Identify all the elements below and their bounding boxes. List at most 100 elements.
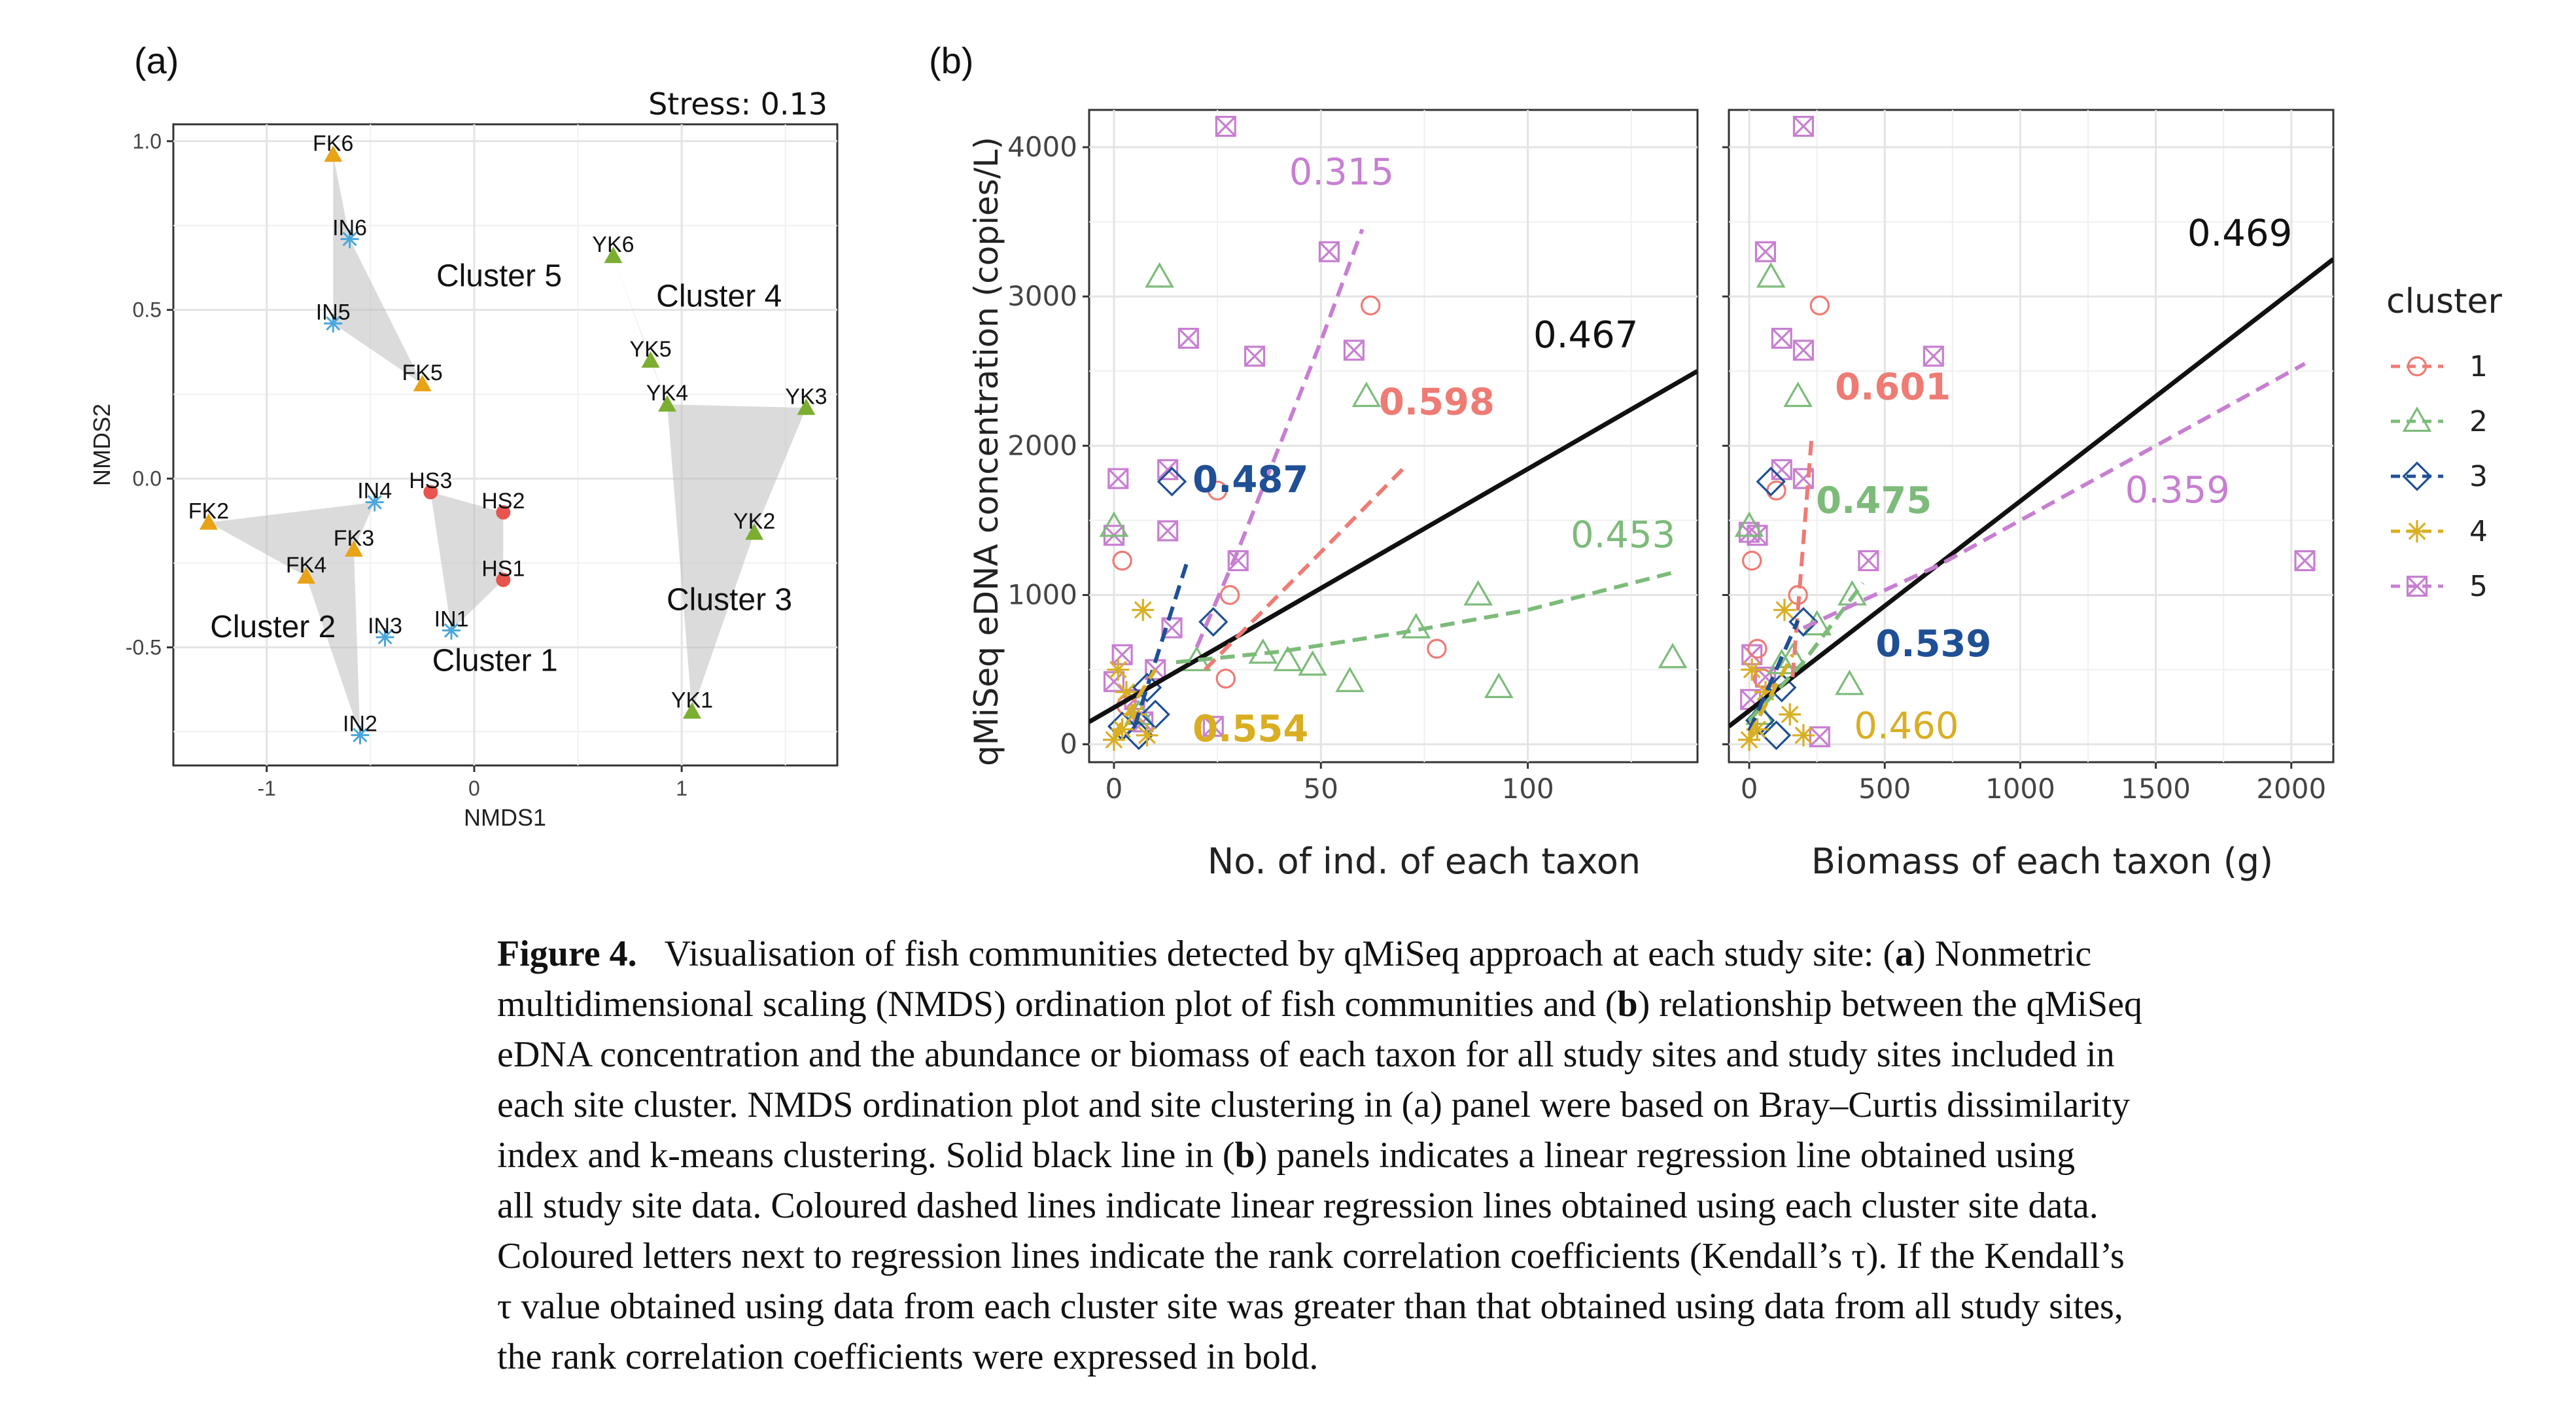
point-boxx bbox=[1227, 550, 1249, 572]
point-diamond bbox=[2402, 461, 2432, 491]
box-stroke bbox=[1157, 459, 1179, 480]
star-stroke bbox=[1113, 720, 1131, 739]
site-label: FK6 bbox=[313, 131, 353, 156]
box-stroke bbox=[1754, 241, 1776, 262]
site-label: YK6 bbox=[592, 232, 634, 257]
kendall-tau-label: 0.539 bbox=[1875, 623, 1991, 665]
site-point bbox=[682, 702, 701, 719]
star-stroke bbox=[1134, 601, 1152, 619]
point-star bbox=[1741, 658, 1764, 681]
point-star bbox=[1792, 724, 1815, 746]
box-stroke bbox=[1107, 468, 1129, 489]
x-tick-label: 50 bbox=[1304, 773, 1338, 805]
point-triangle bbox=[1734, 511, 1764, 537]
point-triangle bbox=[1401, 612, 1431, 639]
caption-line-6: all study site data. Coloured dashed lin… bbox=[497, 1185, 2098, 1226]
point-triangle bbox=[1298, 650, 1327, 676]
box-stroke bbox=[2294, 550, 2316, 572]
cluster-hull bbox=[208, 502, 375, 735]
site-label: FK2 bbox=[188, 499, 229, 524]
site-point bbox=[365, 493, 384, 512]
panel-b-left-facet: 0 50 100010002000300040000.3150.4670.5980.… bbox=[1007, 109, 1699, 805]
box-stroke bbox=[1177, 328, 1199, 349]
box-stroke bbox=[1858, 550, 1879, 572]
site-label: IN1 bbox=[434, 607, 469, 632]
regression-line-cluster-3 bbox=[1747, 620, 1800, 732]
point-circle bbox=[1207, 480, 1228, 500]
box-stroke bbox=[1157, 459, 1178, 480]
point-circle bbox=[1747, 639, 1767, 659]
box-stroke bbox=[1157, 520, 1179, 542]
box-stroke bbox=[1343, 340, 1365, 361]
box-stroke bbox=[1215, 116, 1236, 137]
cluster-hull bbox=[667, 404, 807, 712]
site-label: FK3 bbox=[334, 526, 374, 551]
panel-b-right-xlabel: Biomass of each taxon (g) bbox=[1811, 841, 2273, 882]
box-stroke bbox=[1809, 726, 1830, 748]
box-stroke bbox=[2294, 550, 2316, 571]
point-triangle bbox=[1756, 262, 1786, 288]
star-stroke bbox=[1138, 726, 1156, 745]
site-point bbox=[442, 621, 461, 640]
point-star bbox=[1136, 724, 1158, 746]
caption-bold: b bbox=[1234, 1135, 1255, 1176]
site-label: HS2 bbox=[481, 489, 525, 514]
site-label: IN6 bbox=[332, 215, 367, 240]
site-point bbox=[324, 145, 343, 162]
box-stroke bbox=[1793, 116, 1814, 137]
legend-items: 1 2 3 4 5 bbox=[2391, 350, 2488, 603]
box-stroke bbox=[1755, 241, 1776, 262]
box-stroke bbox=[1792, 468, 1814, 489]
star-stroke bbox=[353, 728, 368, 743]
kendall-tau-label: 0.453 bbox=[1571, 514, 1675, 556]
site-label: IN4 bbox=[357, 479, 392, 504]
box-stroke bbox=[1923, 345, 1944, 367]
point-boxx bbox=[1318, 241, 1340, 262]
legend-label: 2 bbox=[2469, 405, 2488, 438]
kendall-tau-label: 0.554 bbox=[1192, 708, 1308, 750]
point-boxx bbox=[1792, 340, 1814, 361]
point-triangle bbox=[1835, 669, 1864, 695]
point-star bbox=[1107, 658, 1130, 681]
point-boxx bbox=[1157, 520, 1179, 542]
point-boxx bbox=[1858, 550, 1879, 572]
point-boxx bbox=[1754, 241, 1776, 262]
box-stroke bbox=[1792, 116, 1814, 137]
x-tick-label: 2000 bbox=[2256, 773, 2326, 805]
x-tick-label: 1500 bbox=[2121, 773, 2191, 805]
point-triangle bbox=[1484, 673, 1514, 698]
point-boxx bbox=[1103, 671, 1125, 692]
star-stroke bbox=[1749, 720, 1766, 739]
legend-label: 5 bbox=[2469, 570, 2488, 603]
site-label: IN3 bbox=[368, 614, 402, 639]
caption-text: Visualisation of fish communities detect… bbox=[664, 934, 1896, 974]
caption-text: ) panels indicates a linear regression l… bbox=[1255, 1135, 2076, 1176]
cluster-label: Cluster 1 bbox=[432, 644, 558, 678]
box-stroke bbox=[1740, 689, 1761, 710]
regression-line-cluster-1 bbox=[1790, 438, 1814, 678]
box-stroke bbox=[1755, 667, 1776, 688]
figure-caption: Figure 4. Visualisation of fish communit… bbox=[497, 929, 2558, 1382]
box-stroke bbox=[1809, 726, 1830, 747]
point-triangle bbox=[1351, 381, 1382, 408]
site-point bbox=[496, 505, 511, 520]
site-point bbox=[413, 375, 432, 392]
star-stroke bbox=[1109, 661, 1127, 678]
point-boxx bbox=[2406, 575, 2428, 597]
caption-line-5: index and k-means clustering. Solid blac… bbox=[497, 1131, 2558, 1181]
panel-b-regression: (b) qMiSeq eDNA concentration (copies/L)… bbox=[929, 40, 2502, 882]
box-stroke bbox=[1227, 550, 1249, 572]
star-stroke bbox=[1794, 726, 1813, 745]
star-stroke bbox=[1117, 683, 1136, 701]
point-triangle bbox=[1463, 580, 1493, 606]
site-point bbox=[641, 351, 660, 368]
box-stroke bbox=[1771, 328, 1792, 349]
point-diamond bbox=[1767, 673, 1797, 703]
cluster-hull bbox=[613, 256, 667, 405]
point-star bbox=[1111, 718, 1134, 741]
box-stroke bbox=[1112, 644, 1133, 665]
box-stroke bbox=[1161, 617, 1183, 639]
x-tick-label: 500 bbox=[1858, 773, 1911, 805]
y-tick-label: 1000 bbox=[1007, 578, 1077, 610]
legend-title: cluster bbox=[2386, 282, 2502, 321]
